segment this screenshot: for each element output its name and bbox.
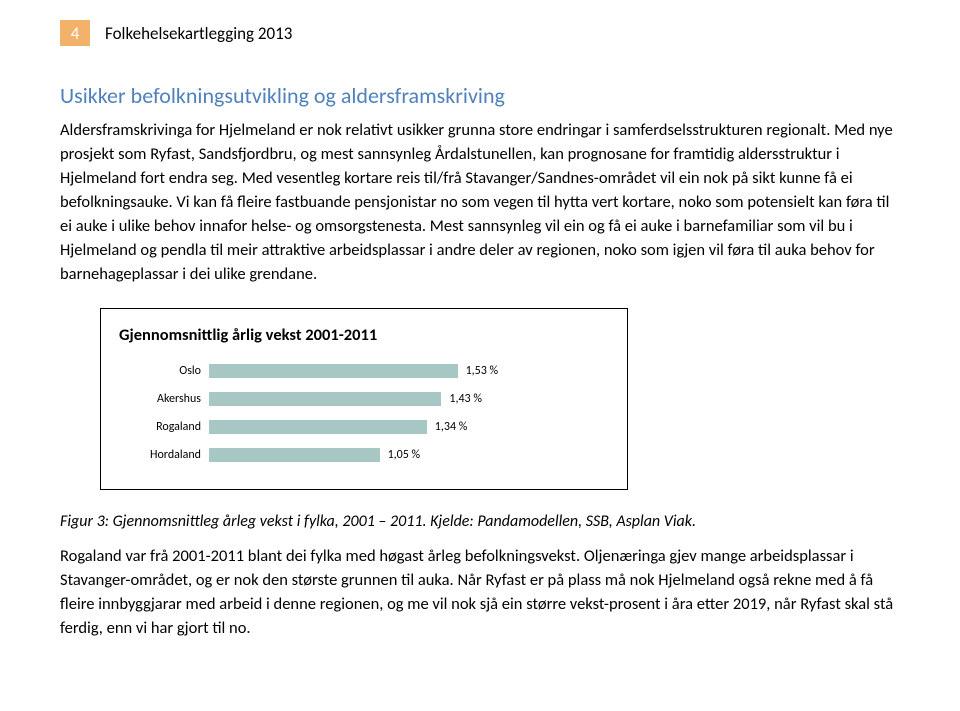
bar-value: 1,43 %: [449, 392, 482, 406]
bar-track: 1,34 %: [209, 420, 609, 434]
bar-label: Hordaland: [119, 448, 209, 462]
document-title: Folkehelsekartlegging 2013: [105, 20, 292, 46]
bar-value: 1,53 %: [466, 364, 499, 378]
bar-track: 1,43 %: [209, 392, 609, 406]
bar-fill: [209, 420, 427, 434]
bar-track: 1,53 %: [209, 364, 609, 378]
bar-row: Akershus 1,43 %: [119, 387, 609, 411]
chart-title: Gjennomsnittlig årlig vekst 2001-2011: [119, 325, 609, 345]
page-header: 4 Folkehelsekartlegging 2013: [60, 20, 900, 46]
bar-label: Rogaland: [119, 420, 209, 434]
bar-fill: [209, 364, 458, 378]
bar-chart: Gjennomsnittlig årlig vekst 2001-2011 Os…: [100, 308, 628, 490]
document-page: 4 Folkehelsekartlegging 2013 Usikker bef…: [0, 0, 960, 685]
bar-label: Oslo: [119, 364, 209, 378]
bar-value: 1,34 %: [435, 420, 468, 434]
page-number-box: 4: [60, 20, 90, 46]
figure-caption: Figur 3: Gjennomsnittleg årleg vekst i f…: [60, 512, 900, 531]
bar-track: 1,05 %: [209, 448, 609, 462]
bar-label: Akershus: [119, 392, 209, 406]
paragraph-2: Rogaland var frå 2001-2011 blant dei fyl…: [60, 545, 900, 641]
section-heading: Usikker befolkningsutvikling og aldersfr…: [60, 82, 900, 109]
bar-row: Hordaland 1,05 %: [119, 443, 609, 467]
bar-fill: [209, 448, 380, 462]
bar-row: Rogaland 1,34 %: [119, 415, 609, 439]
bar-fill: [209, 392, 441, 406]
bar-row: Oslo 1,53 %: [119, 359, 609, 383]
paragraph-1: Aldersframskrivinga for Hjelmeland er no…: [60, 119, 900, 286]
bar-value: 1,05 %: [388, 448, 421, 462]
page-number: 4: [71, 23, 80, 44]
